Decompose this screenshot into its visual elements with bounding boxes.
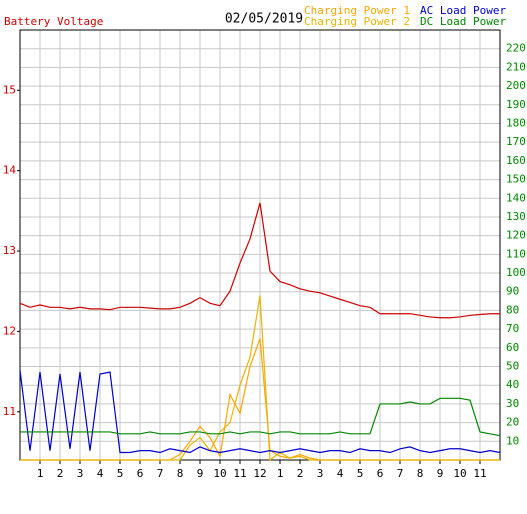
x-tick-label: 6 — [377, 467, 384, 480]
y2-tick-label: 20 — [506, 416, 519, 429]
x-tick-label: 10 — [453, 467, 466, 480]
y2-tick-label: 80 — [506, 303, 519, 316]
x-tick-label: 9 — [437, 467, 444, 480]
legend-entry: Charging Power 2 — [304, 15, 410, 28]
x-tick-label: 4 — [337, 467, 344, 480]
y2-tick-label: 180 — [506, 116, 526, 129]
y2-tick-label: 100 — [506, 266, 526, 279]
legend-entry: Charging Power 1 — [304, 4, 410, 17]
y2-tick-label: 10 — [506, 434, 519, 447]
y2-tick-label: 40 — [506, 378, 519, 391]
x-tick-label: 8 — [417, 467, 424, 480]
x-tick-label: 4 — [97, 467, 104, 480]
y-tick-label: 13 — [3, 244, 16, 257]
legend-entry: AC Load Power — [420, 4, 506, 17]
plot-border — [19, 29, 501, 461]
series-line — [19, 370, 501, 454]
x-tick-label: 2 — [297, 467, 304, 480]
x-tick-label: 8 — [177, 467, 184, 480]
x-tick-label: 5 — [117, 467, 124, 480]
y2-tick-label: 130 — [506, 210, 526, 223]
legend-entry: DC Load Power — [420, 15, 506, 28]
y2-tick-label: 210 — [506, 60, 526, 73]
y2-tick-label: 70 — [506, 322, 519, 335]
y2-tick-label: 90 — [506, 285, 519, 298]
x-tick-label: 7 — [397, 467, 404, 480]
x-tick-label: 2 — [57, 467, 64, 480]
x-tick-label: 9 — [197, 467, 204, 480]
series-line — [19, 202, 500, 319]
x-tick-label: 1 — [37, 467, 44, 480]
x-tick-label: 3 — [317, 467, 324, 480]
y2-tick-label: 140 — [506, 191, 526, 204]
y-tick-label: 15 — [3, 83, 16, 96]
y2-tick-label: 170 — [506, 135, 526, 148]
series-line — [20, 295, 500, 462]
x-tick-label: 5 — [357, 467, 364, 480]
x-tick-label: 1 — [277, 467, 284, 480]
y-tick-label: 12 — [3, 324, 16, 337]
y2-tick-label: 200 — [506, 79, 526, 92]
x-tick-label: 6 — [137, 467, 144, 480]
legend-entry: Battery Voltage — [4, 15, 103, 28]
x-tick-label: 12 — [253, 467, 266, 480]
y-tick-label: 11 — [3, 405, 16, 418]
x-tick-label: 10 — [213, 467, 226, 480]
chart-title: 02/05/2019 — [225, 12, 303, 27]
x-tick-label: 7 — [157, 467, 164, 480]
y2-tick-label: 50 — [506, 360, 519, 373]
x-tick-label: 11 — [473, 467, 486, 480]
y2-tick-label: 110 — [506, 247, 526, 260]
y2-tick-label: 30 — [506, 397, 519, 410]
y2-tick-label: 60 — [506, 341, 519, 354]
y2-tick-label: 160 — [506, 154, 526, 167]
y2-tick-label: 120 — [506, 229, 526, 242]
x-tick-label: 3 — [77, 467, 84, 480]
y2-tick-label: 220 — [506, 42, 526, 55]
y2-tick-label: 150 — [506, 173, 526, 186]
series-line — [20, 397, 501, 437]
y-tick-label: 14 — [3, 164, 17, 177]
y2-tick-label: 190 — [506, 98, 526, 111]
x-tick-label: 11 — [233, 467, 246, 480]
